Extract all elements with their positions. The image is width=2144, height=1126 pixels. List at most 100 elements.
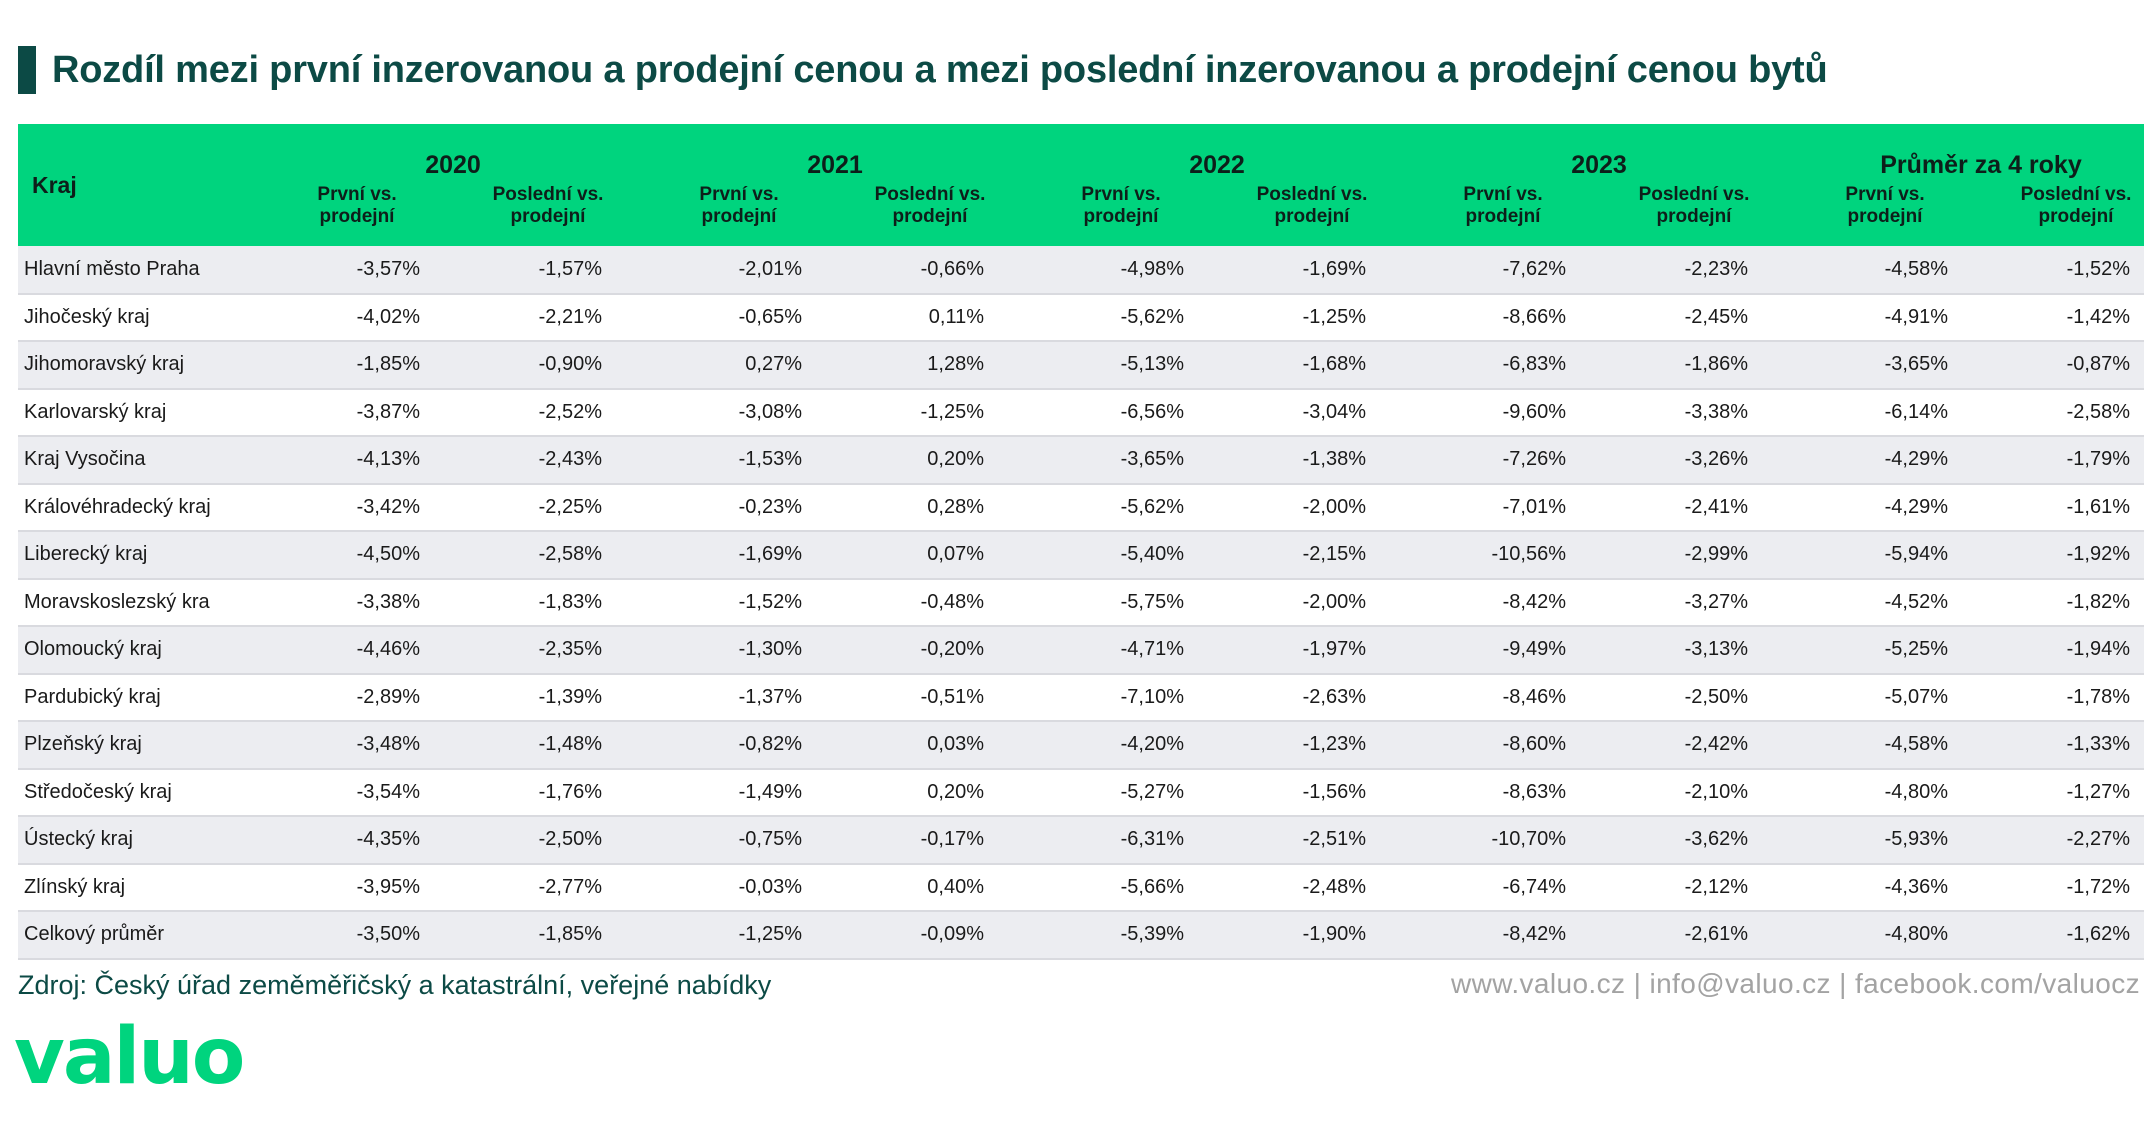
value-cell: 0,28% (927, 495, 984, 518)
value-cell: -0,87% (2066, 353, 2130, 376)
table-row: Jihočeský kraj -4,02% -2,21% -0,65% 0,11% -5,… (18, 293, 2144, 341)
value-cell: -0,20% (920, 638, 984, 661)
value-cell: -1,86% (1684, 353, 1748, 376)
value-cell: -4,71% (1120, 638, 1184, 661)
subheader-first-vs-sale: První vs. prodejní (1463, 184, 1543, 227)
value-cell: -7,62% (1502, 257, 1566, 280)
value-cell: -1,83% (538, 590, 602, 613)
value-cell: 0,20% (927, 780, 984, 803)
value-cell: -9,60% (1502, 400, 1566, 423)
value-cell: -10,70% (1491, 828, 1567, 851)
value-cell: -1,37% (738, 685, 802, 708)
value-cell: -1,23% (1302, 733, 1366, 756)
value-cell: -4,91% (1884, 305, 1948, 328)
value-cell: -1,39% (538, 685, 602, 708)
value-cell: -0,75% (738, 828, 802, 851)
value-cell: -1,25% (920, 400, 984, 423)
region-name-cell: Pardubický kraj (24, 685, 161, 708)
value-cell: -0,51% (920, 685, 984, 708)
value-cell: -1,52% (738, 590, 802, 613)
value-cell: -4,58% (1884, 733, 1948, 756)
value-cell: -2,42% (1684, 733, 1748, 756)
value-cell: -1,33% (2066, 733, 2130, 756)
value-cell: -0,17% (920, 828, 984, 851)
value-cell: -3,65% (1120, 448, 1184, 471)
value-cell: -4,98% (1120, 257, 1184, 280)
value-cell: -2,61% (1684, 923, 1748, 946)
value-cell: -0,65% (738, 305, 802, 328)
value-cell: -8,66% (1502, 305, 1566, 328)
value-cell: -2,01% (738, 257, 802, 280)
value-cell: 0,07% (927, 543, 984, 566)
title-accent-bar (18, 46, 36, 94)
value-cell: -2,50% (1684, 685, 1748, 708)
value-cell: -1,85% (356, 353, 420, 376)
value-cell: -5,25% (1884, 638, 1948, 661)
table-row: Jihomoravský kraj -1,85% -0,90% 0,27% 1,28% -… (18, 341, 2144, 389)
table-row: Karlovarský kraj -3,87% -2,52% -3,08% -1,25%… (18, 388, 2144, 436)
subheader-last-vs-sale: Poslední vs. prodejní (874, 184, 986, 227)
value-cell: -2,77% (538, 875, 602, 898)
value-cell: -2,58% (538, 543, 602, 566)
table-row: Královéhradecký kraj -3,42% -2,25% -0,23% 0,… (18, 483, 2144, 531)
value-cell: -3,48% (356, 733, 420, 756)
value-cell: -6,14% (1884, 400, 1948, 423)
value-cell: -2,00% (1302, 495, 1366, 518)
value-cell: -4,02% (356, 305, 420, 328)
subheader-first-vs-sale: První vs. prodejní (1081, 184, 1161, 227)
value-cell: -1,90% (1302, 923, 1366, 946)
subheader-last-vs-sale: Poslední vs. prodejní (1638, 184, 1750, 227)
region-name-cell: Královéhradecký kraj (24, 495, 211, 518)
value-cell: -1,48% (538, 733, 602, 756)
value-cell: -0,09% (920, 923, 984, 946)
value-cell: -1,42% (2066, 305, 2130, 328)
value-cell: -2,23% (1684, 257, 1748, 280)
contact-links: www.valuo.cz | info@valuo.cz | facebook.… (1451, 968, 2140, 999)
value-cell: -0,03% (738, 875, 802, 898)
value-cell: -1,76% (538, 780, 602, 803)
column-header-kraj: Kraj (32, 171, 77, 198)
table-row: Hlavní město Praha -3,57% -1,57% -2,01% -0,6… (18, 246, 2144, 294)
price-difference-table: Kraj 2020 2021 2022 2023 Průměr za 4 rok… (18, 124, 2144, 960)
value-cell: -1,69% (1302, 257, 1366, 280)
value-cell: -8,46% (1502, 685, 1566, 708)
region-name-cell: Středočeský kraj (24, 780, 172, 803)
page-title: Rozdíl mezi první inzerovanou a prodejní… (52, 49, 1828, 91)
value-cell: -3,08% (738, 400, 802, 423)
value-cell: -2,58% (2066, 400, 2130, 423)
value-cell: -3,38% (1684, 400, 1748, 423)
value-cell: -5,94% (1884, 543, 1948, 566)
value-cell: -5,39% (1120, 923, 1184, 946)
value-cell: -8,60% (1502, 733, 1566, 756)
region-name-cell: Liberecký kraj (24, 543, 148, 566)
value-cell: -6,83% (1502, 353, 1566, 376)
value-cell: -3,62% (1684, 828, 1748, 851)
column-header-year: 2022 (1189, 151, 1245, 179)
value-cell: -4,52% (1884, 590, 1948, 613)
value-cell: -2,15% (1302, 543, 1366, 566)
value-cell: -7,10% (1120, 685, 1184, 708)
region-name-cell: Zlínský kraj (24, 875, 126, 898)
table-row: Celkový průměr -3,50% -1,85% -1,25% -0,09% -5… (18, 911, 2144, 959)
value-cell: -2,25% (538, 495, 602, 518)
value-cell: -3,27% (1684, 590, 1748, 613)
value-cell: -1,94% (2066, 638, 2130, 661)
value-cell: -2,52% (538, 400, 602, 423)
price-difference-table-container: Kraj 2020 2021 2022 2023 Průměr za 4 rok… (18, 124, 2144, 960)
value-cell: 0,03% (927, 733, 984, 756)
value-cell: -5,93% (1884, 828, 1948, 851)
value-cell: -6,74% (1502, 875, 1566, 898)
value-cell: -4,13% (356, 448, 420, 471)
table-row: Zlínský kraj -3,95% -2,77% -0,03% 0,40% -5,66… (18, 863, 2144, 911)
column-header-average: Průměr za 4 roky (1880, 151, 2082, 179)
value-cell: -1,92% (2066, 543, 2130, 566)
value-cell: -2,43% (538, 448, 602, 471)
value-cell: -3,87% (356, 400, 420, 423)
value-cell: 0,11% (928, 305, 984, 328)
value-cell: -2,51% (1302, 828, 1366, 851)
table-body: Hlavní město Praha -3,57% -1,57% -2,01% -0,6… (18, 246, 2144, 959)
value-cell: -7,26% (1502, 448, 1566, 471)
subheader-last-vs-sale: Poslední vs. prodejní (1256, 184, 1368, 227)
header-row-years: Kraj 2020 2021 2022 2023 Průměr za 4 rok… (18, 124, 2144, 198)
value-cell: -5,62% (1120, 305, 1184, 328)
